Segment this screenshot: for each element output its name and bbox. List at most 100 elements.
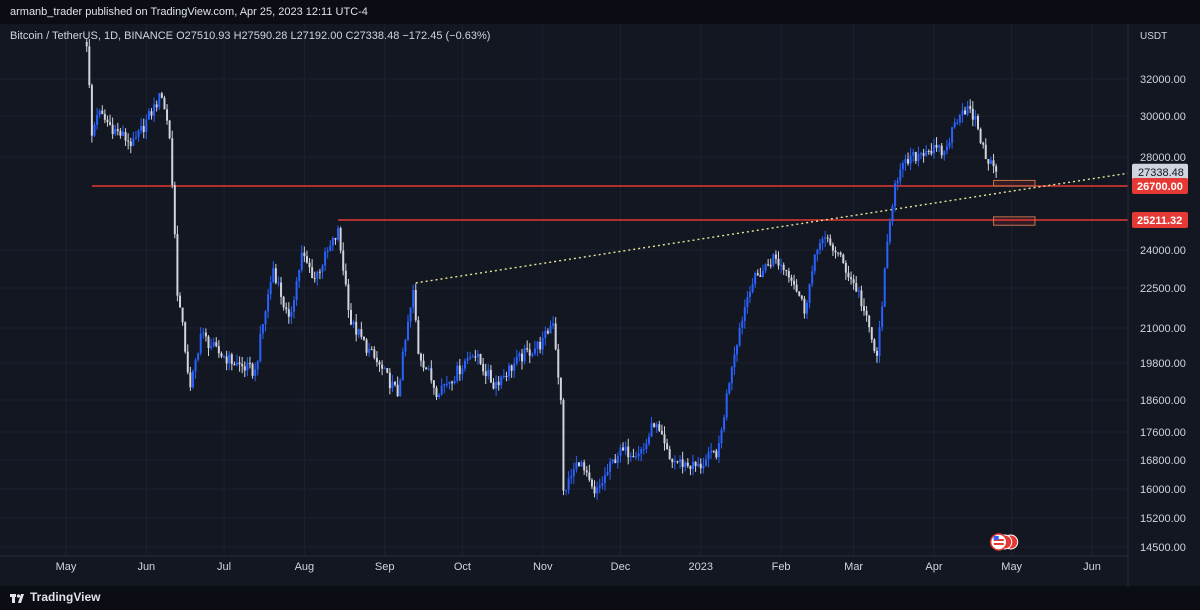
candle-body <box>456 365 459 381</box>
candle-body <box>751 284 754 292</box>
candle-body <box>440 385 443 395</box>
candle-body <box>787 271 790 278</box>
candle-body <box>549 325 552 334</box>
candle-body <box>829 238 832 245</box>
candle-body <box>171 138 174 186</box>
time-tick-label: Jun <box>137 561 155 573</box>
candle-body <box>132 138 135 147</box>
candle-body <box>650 423 653 437</box>
candle-body <box>736 345 739 355</box>
candle-body <box>694 461 697 467</box>
candle-body <box>274 268 277 283</box>
candle-body <box>940 145 943 156</box>
candle-body <box>616 455 619 463</box>
candle-body <box>230 354 233 365</box>
candle-body <box>241 364 244 367</box>
candle-body <box>362 336 365 340</box>
candle-body <box>142 125 145 133</box>
candle-body <box>611 459 614 462</box>
candle-body <box>914 152 917 161</box>
candle-body <box>378 361 381 365</box>
candle-body <box>793 280 796 285</box>
event-flag-icon[interactable] <box>989 533 1019 551</box>
candle-body <box>365 339 368 353</box>
candle-body <box>798 291 801 296</box>
candle-body <box>427 368 430 370</box>
candle-body <box>966 106 969 115</box>
candle-body <box>127 140 130 142</box>
candle-body <box>430 368 433 381</box>
level-2-badge-label: 25211.32 <box>1137 215 1182 227</box>
candle-body <box>256 361 259 370</box>
candle-body <box>699 463 702 469</box>
candle-body <box>743 307 746 321</box>
candle-body <box>236 362 238 366</box>
time-tick-label: Apr <box>925 561 942 573</box>
candle-body <box>863 306 865 311</box>
candle-body <box>982 142 985 145</box>
candle-body <box>220 353 223 357</box>
candle-body <box>855 283 858 292</box>
candle-body <box>438 394 441 398</box>
candle-body <box>191 371 194 388</box>
candle-body <box>979 128 982 143</box>
candle-body <box>158 93 161 108</box>
candle-body <box>370 349 373 351</box>
level-2-badge <box>1132 212 1188 228</box>
candle-body <box>891 206 894 222</box>
candle-body <box>466 358 469 361</box>
candle-body <box>673 461 676 463</box>
candle-body <box>145 119 148 133</box>
candle-body <box>85 42 88 47</box>
candle-body <box>344 270 347 285</box>
candle-body <box>896 180 899 184</box>
target-boxes <box>993 179 1036 226</box>
candle-body <box>124 131 127 141</box>
target-box[interactable] <box>993 179 1036 187</box>
candle-body <box>824 237 827 239</box>
candle-body <box>907 159 910 164</box>
candle-body <box>295 281 298 301</box>
candle-body <box>264 311 267 325</box>
candle-body <box>927 150 930 152</box>
candle-body <box>186 351 189 373</box>
candle-body <box>277 282 280 284</box>
candle-body <box>712 450 715 452</box>
candle-body <box>666 443 669 450</box>
candle-body <box>217 346 220 354</box>
tradingview-logo-icon[interactable] <box>10 591 24 605</box>
candle-body <box>419 353 422 361</box>
candle-body <box>137 130 140 138</box>
candle-body <box>932 145 935 154</box>
candle-body <box>500 376 503 386</box>
candle-body <box>873 339 876 351</box>
candle-body <box>886 241 889 269</box>
candle-body <box>505 375 508 377</box>
time-tick-label: Oct <box>454 561 471 573</box>
candle-body <box>476 353 479 357</box>
candle-body <box>635 456 637 458</box>
candle-body <box>818 243 821 250</box>
candle-body <box>899 169 902 181</box>
candle-body <box>122 131 124 136</box>
target-box[interactable] <box>993 216 1036 226</box>
price-tick-label: 30000.00 <box>1140 111 1186 123</box>
candle-body <box>233 364 236 366</box>
candle-body <box>852 279 855 284</box>
candle-body <box>251 363 254 376</box>
candle-body <box>445 383 448 385</box>
trendline <box>415 172 1129 284</box>
candle-body <box>764 264 767 271</box>
price-chart[interactable]: 32000.00 30000.00 28000.00 24000.00 22500.00… <box>0 24 1200 586</box>
candle-body <box>704 459 707 466</box>
candle-body <box>567 478 570 491</box>
last-price-label: 27338.48 <box>1138 167 1184 179</box>
candle-body <box>590 479 593 487</box>
footer-brand[interactable]: TradingView <box>30 590 101 604</box>
publish-header: armanb_trader published on TradingView.c… <box>0 0 1200 24</box>
candle-body <box>324 251 327 266</box>
candle-body <box>474 356 477 358</box>
candle-body <box>593 486 596 494</box>
candle-body <box>964 110 967 115</box>
candle-body <box>637 453 640 457</box>
